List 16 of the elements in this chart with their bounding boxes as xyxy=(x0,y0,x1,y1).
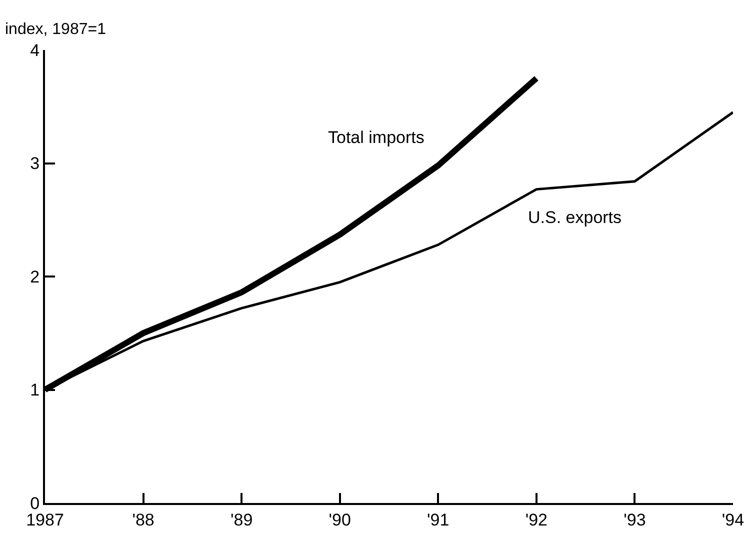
x-tick-label: '88 xyxy=(132,510,154,530)
y-tick-label: 0 xyxy=(30,494,40,513)
series-label: Total imports xyxy=(328,128,424,147)
x-tick-label: 1987 xyxy=(26,510,64,530)
x-tick-label: '91 xyxy=(427,510,450,530)
y-tick-label: 1 xyxy=(30,380,40,400)
x-tick-label: '90 xyxy=(328,510,351,530)
x-tick-label: '89 xyxy=(230,510,253,530)
series-label: U.S. exports xyxy=(528,208,622,227)
y-tick-label: 3 xyxy=(30,154,40,174)
y-axis-title: index, 1987=1 xyxy=(5,21,106,38)
y-tick-label: 4 xyxy=(30,40,40,60)
y-tick-label: 2 xyxy=(30,267,40,286)
x-tick-label: '93 xyxy=(624,510,646,530)
x-tick-label: '92 xyxy=(525,510,548,530)
x-tick-label: '94 xyxy=(722,510,744,530)
